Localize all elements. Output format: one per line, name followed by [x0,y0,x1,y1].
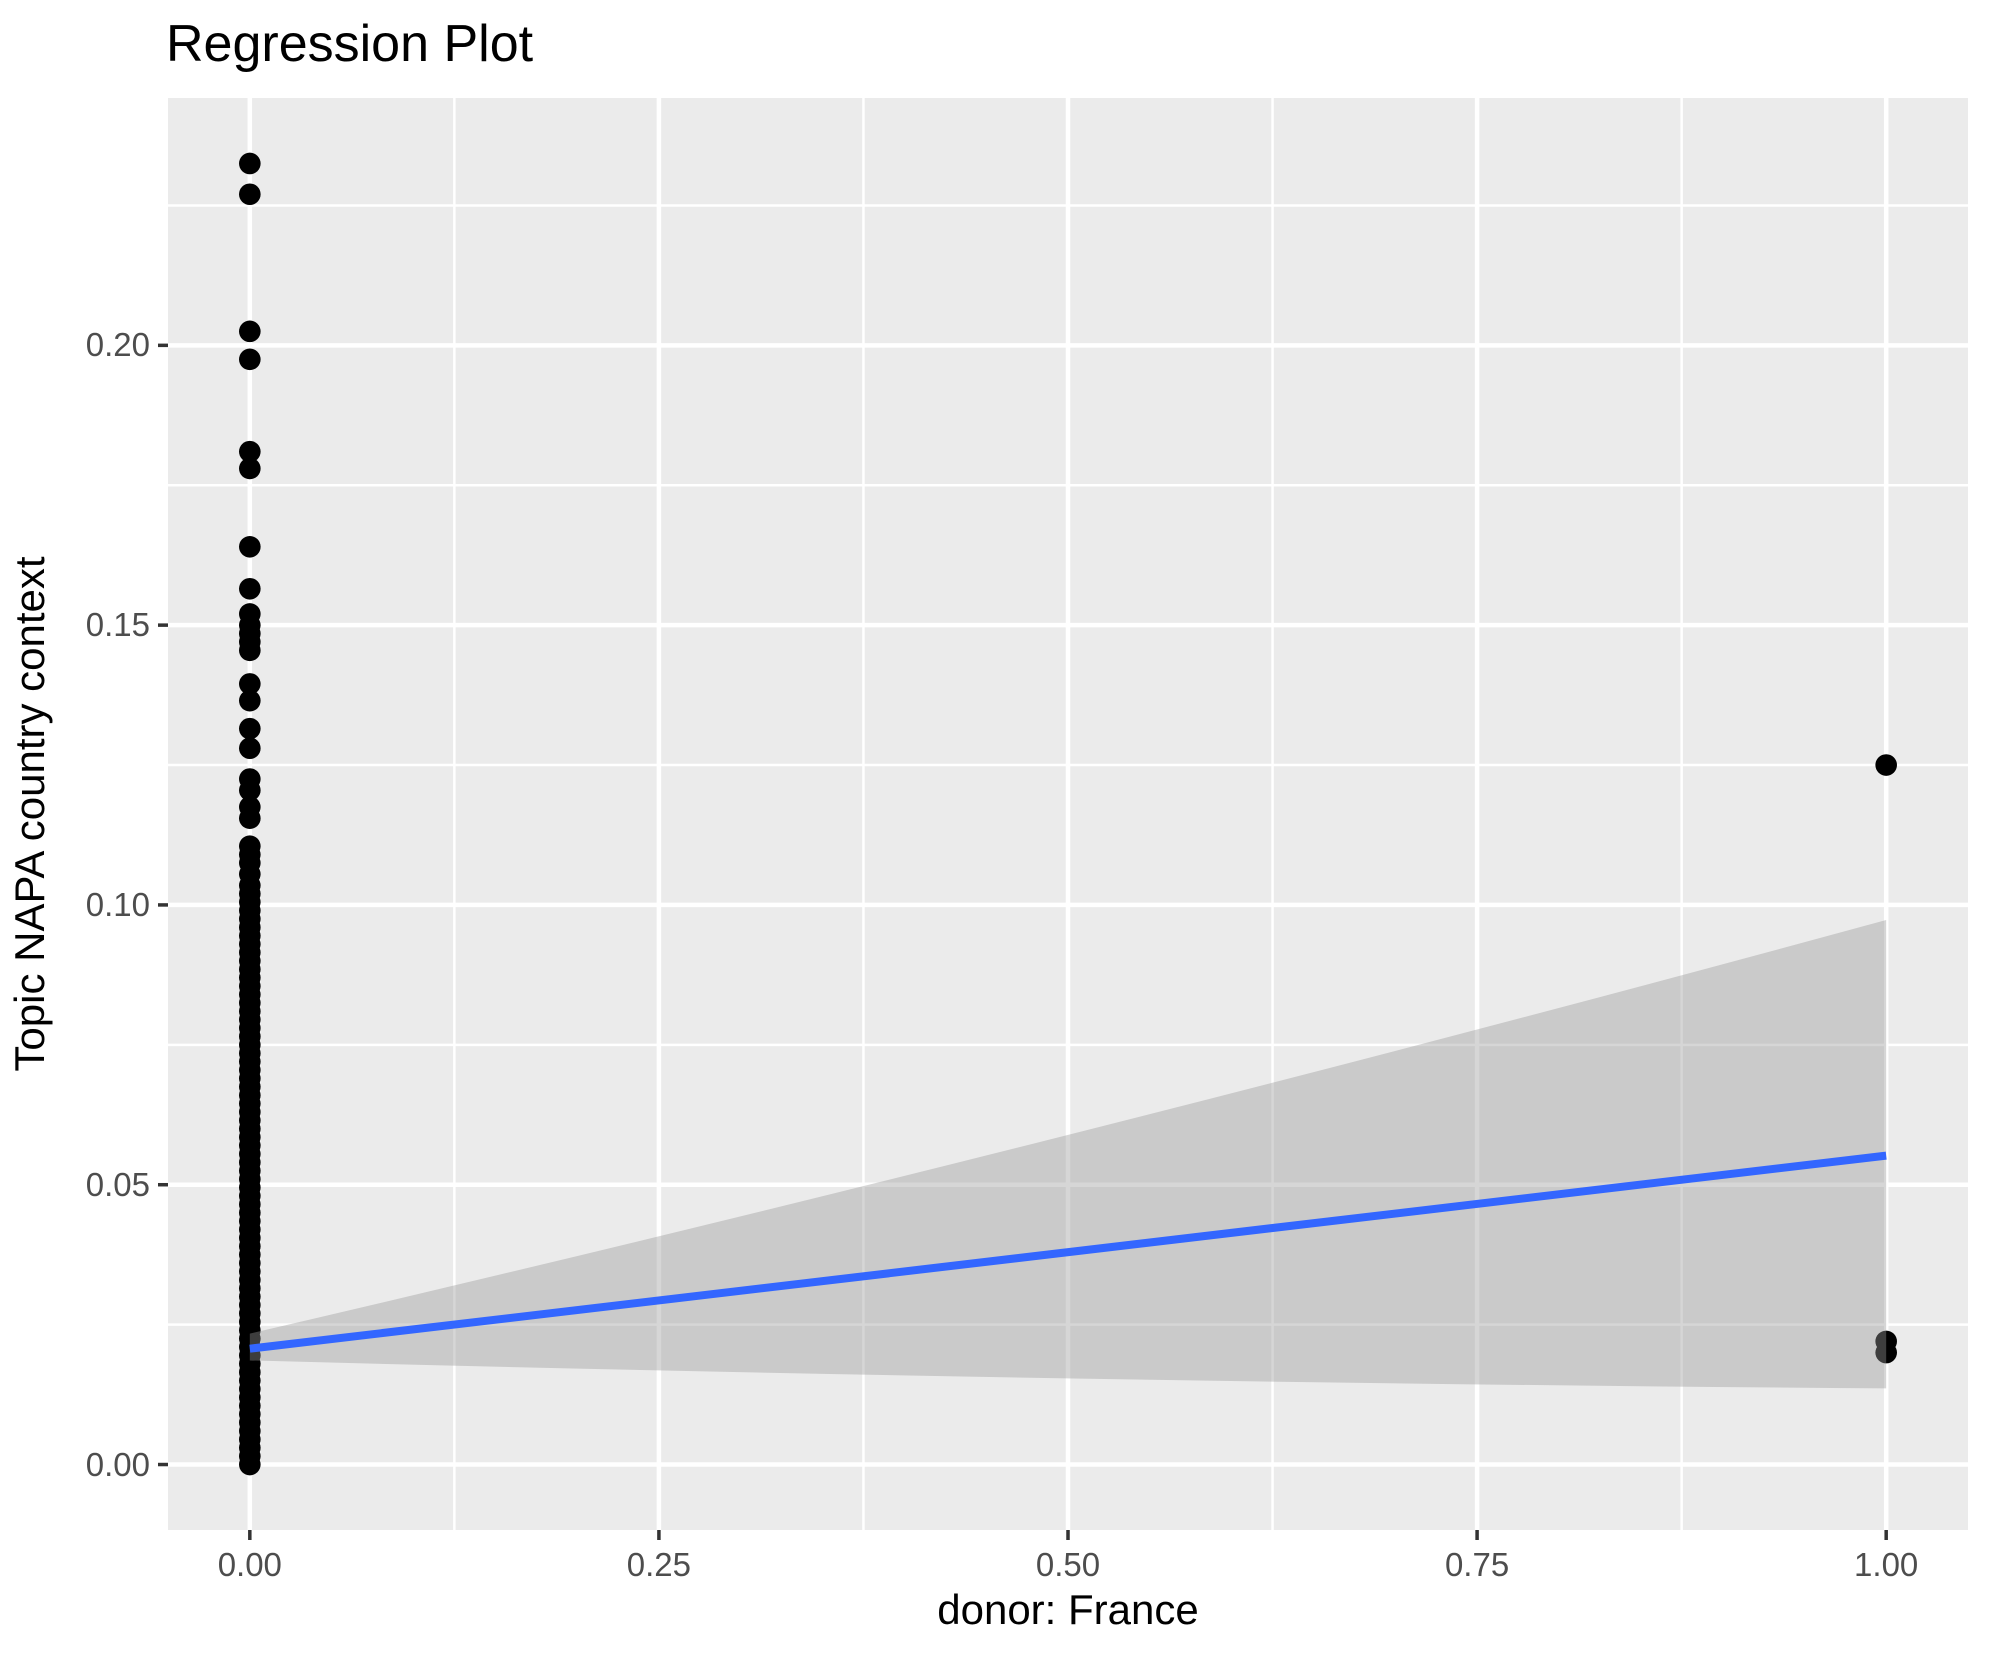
x-tick-label: 0.75 [1444,1546,1510,1583]
data-point [239,440,261,463]
data-point [239,577,261,600]
data-point [239,689,261,712]
data-point [239,717,261,740]
data-point [239,835,261,857]
regression-line [249,1151,1887,1353]
x-tick-label: 1.00 [1854,1546,1919,1583]
y-tick-label: 0.20 [85,326,150,364]
confidence-ribbon [249,920,1887,1389]
y-tick-label: 0.10 [85,885,150,923]
data-point [239,603,261,625]
data-point [239,348,261,371]
x-tick-label: 0.50 [1035,1546,1101,1583]
x-tick-label: 0.00 [217,1546,282,1583]
plot-title: Regression Plot [166,15,534,73]
y-tick-label: 0.15 [85,606,150,644]
data-point [239,152,261,175]
data-point [239,320,261,343]
x-tick-label: 0.25 [626,1546,692,1583]
data-point [239,737,261,760]
data-point [239,673,261,695]
data-point [1875,1330,1897,1353]
data-point [239,768,261,790]
data-point [239,796,261,818]
data-point [239,183,261,206]
y-tick-label: 0.05 [85,1165,150,1203]
x-axis-title: donor: France [937,1586,1199,1633]
data-point [239,535,261,558]
y-tick-label: 0.00 [85,1445,150,1483]
data-point [1875,754,1897,776]
data-point [239,457,261,480]
